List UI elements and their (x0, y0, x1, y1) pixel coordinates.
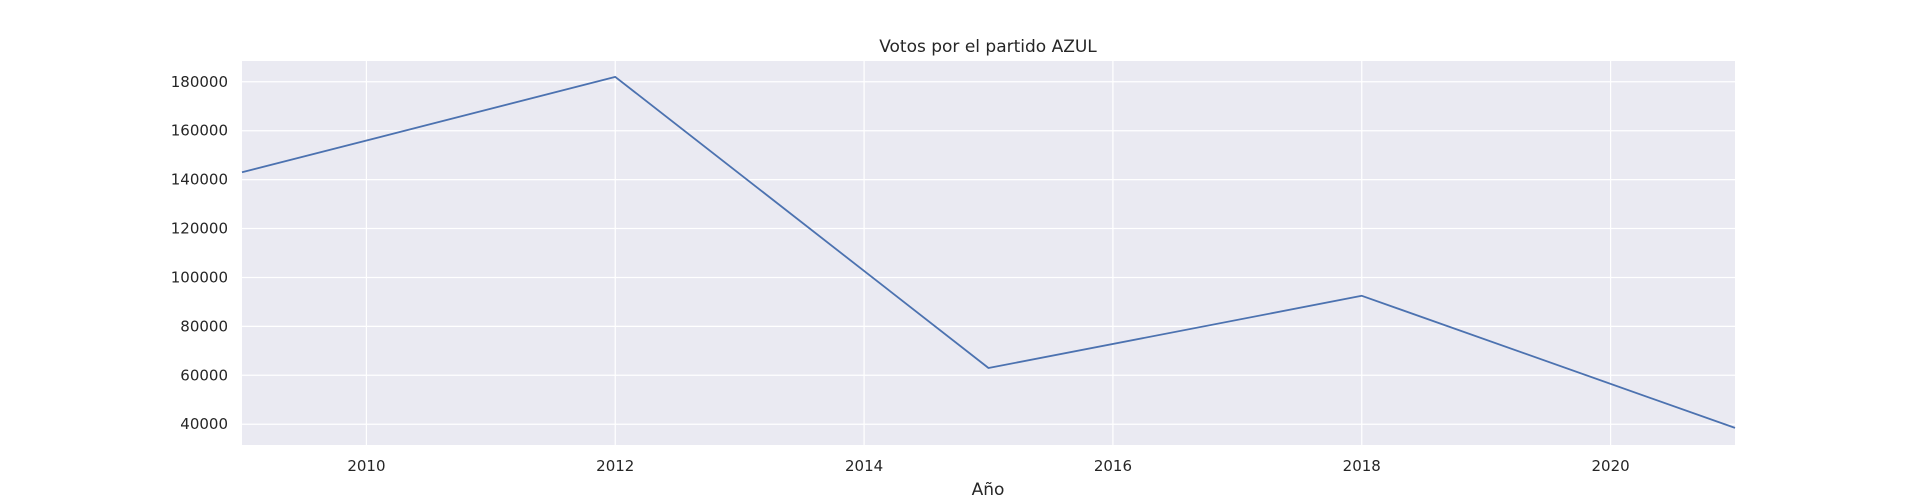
y-tick-label: 100000 (171, 268, 228, 286)
x-tick-label: 2010 (347, 457, 385, 475)
grid-lines (242, 61, 1735, 445)
series-group (241, 76, 1736, 429)
y-tick-label: 40000 (180, 415, 228, 433)
chart-title: Votos por el partido AZUL (879, 37, 1097, 57)
y-tick-label: 80000 (180, 317, 228, 335)
x-tick-label: 2014 (845, 457, 883, 475)
y-tick-label: 140000 (171, 171, 228, 189)
y-tick-label: 120000 (171, 220, 228, 238)
x-tick-label: 2012 (596, 457, 634, 475)
x-axis-label: Año (972, 480, 1005, 500)
x-tick-label: 2018 (1343, 457, 1381, 475)
series-line (241, 76, 1736, 429)
y-tick-label: 180000 (171, 73, 228, 91)
x-tick-label: 2020 (1591, 457, 1629, 475)
x-tick-label: 2016 (1094, 457, 1132, 475)
plot-area (242, 61, 1735, 445)
x-axis: 2010 2012 2014 2016 2018 2020 (347, 457, 1629, 475)
y-tick-label: 60000 (180, 366, 228, 384)
y-axis: 40000 60000 80000 100000 120000 140000 160000 1… (171, 73, 228, 433)
y-tick-label: 160000 (171, 122, 228, 140)
